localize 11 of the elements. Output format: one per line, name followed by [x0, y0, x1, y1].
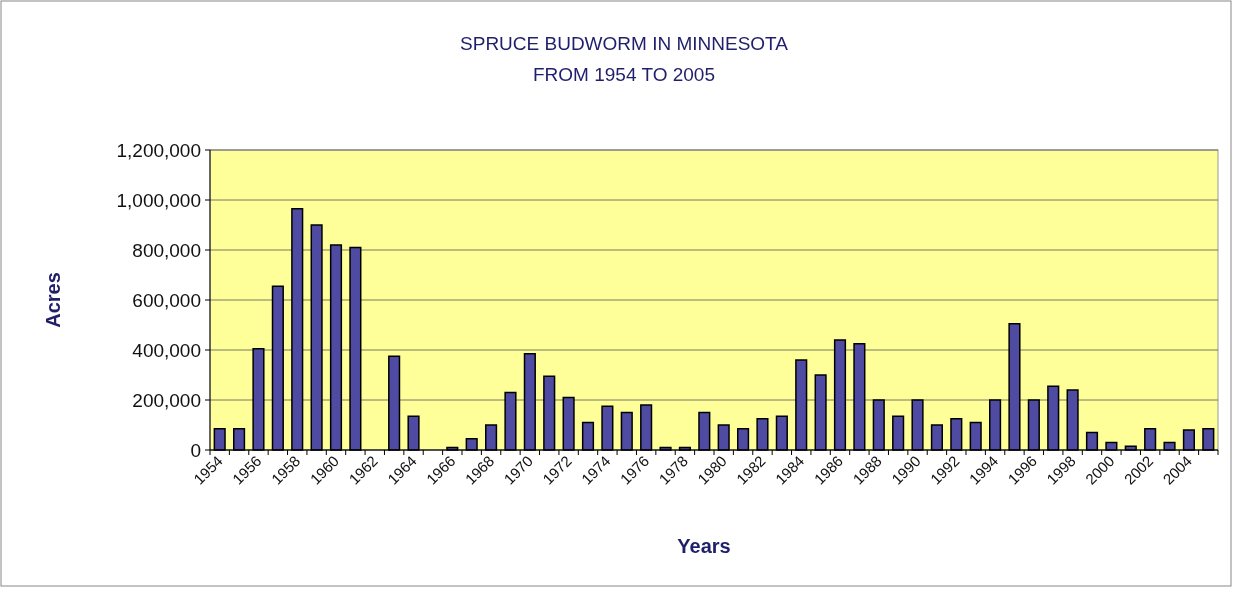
chart-subtitle: FROM 1954 TO 2005 [532, 64, 716, 85]
x-axis-title: Years [677, 535, 731, 557]
y-tick-label: 1,200,000 [116, 139, 201, 161]
chart-title: SPRUCE BUDWORM IN MINNESOTA [460, 33, 789, 54]
y-tick-label: 200,000 [132, 389, 201, 411]
y-axis-title: Acres [42, 272, 64, 328]
y-tick-label: 600,000 [132, 289, 201, 311]
y-tick-label: 800,000 [132, 239, 201, 261]
y-tick-label: 400,000 [132, 339, 201, 361]
y-tick-label: 0 [190, 439, 201, 461]
y-tick-label: 1,000,000 [116, 189, 201, 211]
